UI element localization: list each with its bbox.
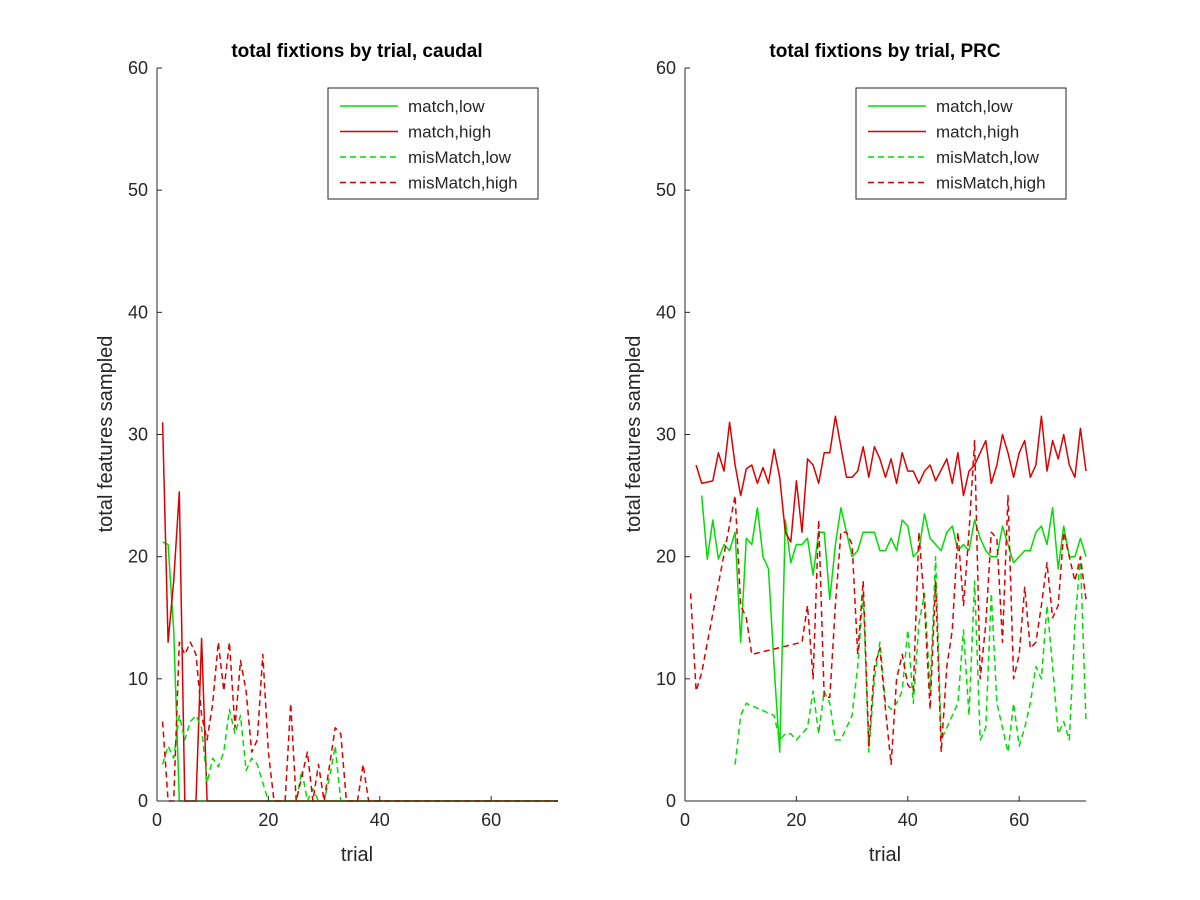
y-tick-label-caudal-4: 40: [128, 302, 148, 322]
y-tick-label-caudal-1: 10: [128, 669, 148, 689]
y-tick-label-caudal-3: 30: [128, 425, 148, 445]
y-tick-label-prc-5: 50: [656, 180, 676, 200]
y-tick-label-prc-2: 20: [656, 547, 676, 567]
series-line-prc-2: [734, 555, 1087, 765]
y-tick-label-caudal-2: 20: [128, 547, 148, 567]
chart-prc: total fixtions by trial, PRC trial total…: [623, 41, 1087, 866]
chart-title-prc: total fixtions by trial, PRC: [769, 41, 1000, 62]
y-tick-label-caudal-0: 0: [138, 791, 148, 811]
y-axis-label-prc: total features sampled: [623, 336, 645, 533]
series-line-prc-1: [695, 415, 1087, 543]
series-line-prc-3: [689, 439, 1087, 766]
legend-label-prc-3: misMatch,high: [936, 174, 1046, 193]
x-tick-label-prc-2: 40: [898, 810, 918, 830]
chart-caudal: total fixtions by trial, caudal trial to…: [95, 41, 558, 866]
y-tick-label-prc-3: 30: [656, 425, 676, 445]
x-axis-label-caudal: trial: [341, 844, 373, 866]
y-axis-label-caudal: total features sampled: [95, 336, 117, 533]
y-tick-label-caudal-5: 50: [128, 180, 148, 200]
x-tick-label-caudal-2: 40: [370, 810, 390, 830]
x-axis-label-prc: trial: [869, 844, 901, 866]
legend-label-caudal-3: misMatch,high: [408, 174, 518, 193]
legend-label-caudal-2: misMatch,low: [408, 148, 512, 167]
x-tick-label-caudal-0: 0: [152, 810, 162, 830]
legend-prc: match,low match,high misMatch,low misMatch,…: [855, 87, 1067, 200]
series-line-prc-0: [700, 495, 1087, 753]
y-tick-label-prc-0: 0: [666, 791, 676, 811]
legend-label-caudal-1: match,high: [408, 123, 491, 142]
legend-label-prc-0: match,low: [936, 97, 1013, 116]
chart-title-caudal: total fixtions by trial, caudal: [231, 41, 482, 62]
legend-label-caudal-0: match,low: [408, 97, 485, 116]
x-tick-label-prc-1: 20: [786, 810, 806, 830]
legend-label-prc-2: misMatch,low: [936, 148, 1040, 167]
legend-caudal: match,low match,high misMatch,low misMatch,…: [327, 87, 539, 200]
x-tick-label-prc-0: 0: [680, 810, 690, 830]
y-tick-label-prc-6: 60: [656, 58, 676, 78]
y-tick-label-caudal-6: 60: [128, 58, 148, 78]
y-tick-label-prc-1: 10: [656, 669, 676, 689]
x-tick-label-caudal-3: 60: [481, 810, 501, 830]
legend-label-prc-1: match,high: [936, 123, 1019, 142]
x-tick-label-prc-3: 60: [1009, 810, 1029, 830]
x-tick-label-caudal-1: 20: [258, 810, 278, 830]
y-tick-label-prc-4: 40: [656, 302, 676, 322]
